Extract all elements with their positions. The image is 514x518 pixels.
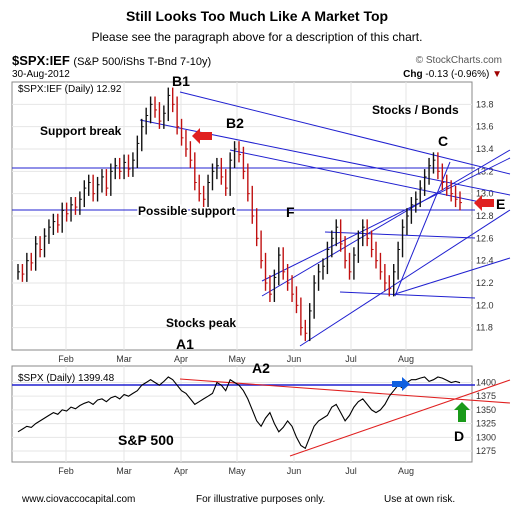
footer-center: For illustrative purposes only.	[196, 494, 326, 505]
y-tick-label: 13.0	[476, 189, 494, 199]
ratio-series	[17, 87, 462, 342]
spx-line	[17, 376, 461, 450]
spx-annotations: $SPX (Daily) 1399.48 A2 D S&P 500	[18, 360, 470, 448]
down-triangle-icon: ▼	[492, 69, 502, 80]
trendline	[394, 257, 511, 295]
y-tick-label: 1350	[476, 405, 496, 415]
y-tick-label: 12.4	[476, 256, 494, 266]
x-tick-label: May	[228, 466, 246, 476]
x-tick-label: Apr	[174, 466, 188, 476]
footer-left: www.ciovaccocapital.com	[22, 494, 136, 505]
stocks-peak-label: Stocks peak	[166, 316, 236, 330]
y-tick-label: 11.8	[476, 323, 493, 333]
x-tick-label: Mar	[116, 354, 132, 364]
symbol-description: (S&P 500/iShs T-Bnd 7-10y)	[73, 56, 212, 68]
label-d: D	[454, 428, 464, 444]
trendline	[299, 209, 511, 347]
y-tick-label: 1275	[476, 446, 496, 456]
x-tick-label: Mar	[116, 466, 132, 476]
label-a2: A2	[252, 360, 270, 376]
y-tick-label: 13.8	[476, 99, 494, 109]
x-tick-label: May	[228, 354, 246, 364]
x-tick-label: Aug	[398, 354, 414, 364]
label-f: F	[286, 204, 295, 220]
possible-support-label: Possible support	[138, 204, 235, 218]
ratio-panel: Feb Mar Apr May Jun Jul Aug 11.8 12.0 12.2 12.4 12…	[11, 73, 511, 364]
y-tick-label: 1375	[476, 391, 496, 401]
x-tick-label: Jul	[345, 354, 357, 364]
trendline	[179, 91, 511, 175]
x-tick-label: Aug	[398, 466, 414, 476]
x-tick-label: Jul	[345, 466, 357, 476]
y-tick-label: 12.8	[476, 211, 494, 221]
trendline	[261, 157, 511, 282]
footer-right: Use at own risk.	[384, 494, 456, 505]
red-arrow-icon	[192, 128, 212, 144]
label-b2: B2	[226, 115, 244, 131]
chart-title: Still Looks Too Much Like A Market Top	[125, 8, 389, 24]
label-e: E	[496, 196, 505, 212]
y-tick-label: 12.2	[476, 278, 494, 288]
x-tick-label: Feb	[58, 354, 74, 364]
change-readout: Chg -0.13 (-0.96%) ▼	[403, 69, 502, 80]
symbol: $SPX:IEF	[12, 53, 70, 68]
x-tick-label: Apr	[174, 354, 188, 364]
y-tick-label: 1325	[476, 419, 496, 429]
stocks-bonds-label: Stocks / Bonds	[372, 103, 459, 117]
y-tick-label: 1300	[476, 432, 496, 442]
spx-series-legend: $SPX (Daily) 1399.48	[18, 373, 115, 384]
green-arrow-icon	[454, 402, 470, 422]
red-arrow-icon	[474, 195, 494, 211]
y-tick-label: 13.4	[476, 144, 494, 154]
ratio-series-legend: $SPX:IEF (Daily) 12.92	[18, 84, 122, 95]
blue-arrow-icon	[392, 377, 410, 391]
trendline	[261, 149, 511, 297]
sp500-label: S&P 500	[118, 432, 174, 448]
y-tick-label: 13.2	[476, 166, 494, 176]
ratio-grid: Feb Mar Apr May Jun Jul Aug	[12, 82, 472, 364]
trendline	[339, 291, 476, 299]
y-tick-label: 12.6	[476, 233, 494, 243]
ratio-trendlines	[12, 91, 511, 347]
x-tick-label: Jun	[287, 354, 302, 364]
x-tick-label: Jun	[287, 466, 302, 476]
y-tick-label: 12.0	[476, 300, 494, 310]
change-label: Chg	[403, 69, 423, 80]
symbol-header: $SPX:IEF (S&P 500/iShs T-Bnd 7-10y)	[12, 53, 211, 68]
chart-subtitle: Please see the paragraph above for a des…	[91, 30, 423, 44]
watermark: © StockCharts.com	[415, 55, 502, 66]
label-b1: B1	[172, 73, 190, 89]
ratio-annotations: $SPX:IEF (Daily) 12.92 Stocks / Bonds B1 B2…	[18, 73, 505, 352]
label-a1: A1	[176, 336, 194, 352]
y-tick-label: 13.6	[476, 122, 494, 132]
spx-grid: Feb Mar Apr May Jun Jul Aug	[12, 366, 472, 476]
chart-date: 30-Aug-2012	[12, 69, 70, 80]
y-tick-label: 1400	[476, 377, 496, 387]
support-break-label: Support break	[40, 124, 122, 138]
ratio-y-ticks: 11.8 12.0 12.2 12.4 12.6 12.8 13.0 13.2 13.4 13.6…	[476, 99, 494, 332]
trendline	[324, 231, 476, 239]
trendline	[394, 161, 451, 297]
spx-series	[17, 376, 461, 450]
spx-y-ticks: 1275 1300 1325 1350 1375 1400	[476, 377, 496, 456]
spx-panel: Feb Mar Apr May Jun Jul Aug 1275 1300 1325 1350 13…	[11, 360, 511, 476]
label-c: C	[438, 133, 448, 149]
change-value: -0.13 (-0.96%)	[425, 69, 490, 80]
red-trendline	[289, 379, 511, 457]
x-tick-label: Feb	[58, 466, 74, 476]
